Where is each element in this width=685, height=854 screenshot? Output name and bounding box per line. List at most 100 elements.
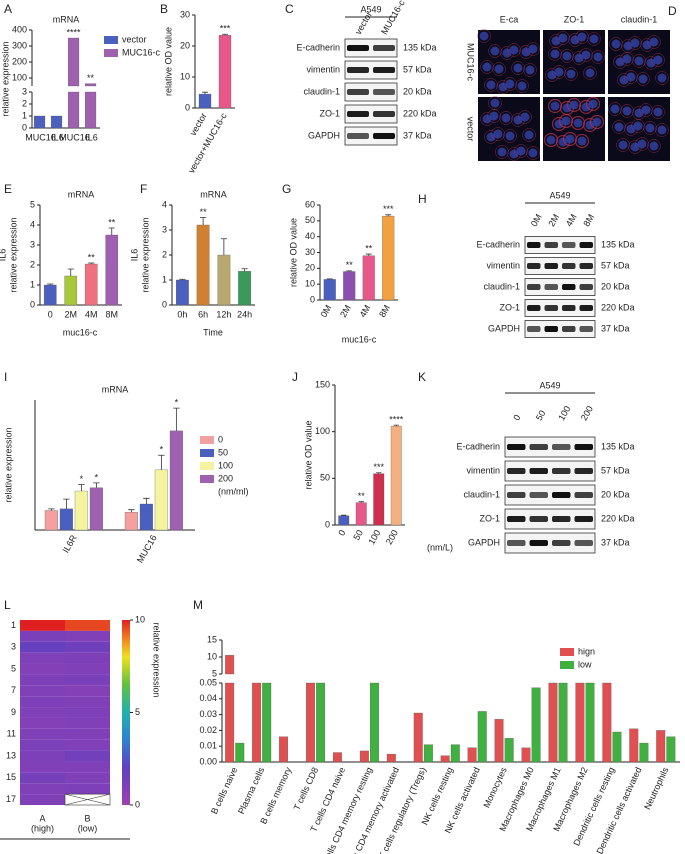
heat-cell xyxy=(65,663,110,675)
membrane-stain xyxy=(631,119,645,133)
nucleus xyxy=(657,73,667,83)
heat-cell xyxy=(20,728,65,740)
bar xyxy=(154,469,168,531)
image-column-label: ZO-1 xyxy=(564,14,585,24)
error-bar xyxy=(200,217,207,225)
heat-cell xyxy=(65,696,110,708)
bar xyxy=(332,752,342,763)
y-tick-label: 0.00 xyxy=(199,756,217,766)
bar xyxy=(656,730,666,763)
column-label: B xyxy=(84,813,90,823)
blot-frame xyxy=(344,82,398,102)
membrane-stain xyxy=(484,78,498,92)
heat-cell xyxy=(20,630,65,642)
nucleus xyxy=(633,121,643,131)
membrane-stain xyxy=(556,31,570,45)
nucleus xyxy=(573,118,583,128)
y-tick-label: 0 xyxy=(162,299,167,309)
column-note: (high) xyxy=(31,823,54,833)
y-tick-label: 0 xyxy=(30,299,35,309)
protein-label: GAPDH xyxy=(308,130,340,140)
nucleus xyxy=(479,31,489,41)
bar xyxy=(362,255,375,301)
y-tick-label: 3 xyxy=(162,224,167,234)
error-bar xyxy=(48,508,55,511)
error-bar xyxy=(128,509,135,513)
size-label: 57 kDa xyxy=(601,260,630,270)
row-label: 15 xyxy=(6,772,16,782)
image-row-label: MUC16-c xyxy=(466,43,476,82)
membrane-stain xyxy=(526,146,540,160)
membrane-stain xyxy=(570,115,586,131)
error-bar xyxy=(222,33,228,36)
y-tick-label: 4 xyxy=(162,199,167,209)
size-label: 37 kDa xyxy=(601,323,630,333)
heat-cell xyxy=(65,772,110,784)
blot-title: A549 xyxy=(360,4,381,14)
membrane-stain xyxy=(574,133,590,149)
nucleus xyxy=(550,49,560,59)
panel-label: F xyxy=(140,182,147,196)
blot-band xyxy=(562,326,576,332)
membrane-stain xyxy=(547,98,563,114)
nucleus xyxy=(562,51,572,61)
nucleus xyxy=(490,46,500,56)
membrane-stain xyxy=(526,42,540,56)
membrane-stain xyxy=(515,79,529,93)
nucleus xyxy=(550,101,560,111)
panel-label: B xyxy=(160,2,168,16)
row-label: 3 xyxy=(11,642,16,652)
significance: * xyxy=(175,398,179,408)
nucleus xyxy=(638,74,648,84)
membrane-stain xyxy=(495,145,509,159)
chart-title: mRNA xyxy=(53,14,80,24)
membrane-stain xyxy=(552,65,566,79)
x-tick-label: 0 xyxy=(48,309,53,319)
membrane-stain xyxy=(562,131,578,147)
nucleus xyxy=(565,134,575,144)
nucleus xyxy=(494,64,504,74)
row-label: 9 xyxy=(11,707,16,717)
significance: * xyxy=(160,445,164,455)
bar xyxy=(225,655,235,675)
x-tick-label: 24h xyxy=(237,309,252,319)
y-tick-label: 15 xyxy=(207,634,217,644)
x-tick-label: 100 xyxy=(366,528,382,546)
blot-frame xyxy=(524,320,596,338)
blot-frame xyxy=(344,104,398,124)
x-tick-label: 200 xyxy=(384,528,400,546)
legend-note: (nm/ml) xyxy=(218,486,249,496)
protein-label: claudin-1 xyxy=(303,86,340,96)
error-bar xyxy=(78,484,85,491)
bar xyxy=(323,279,336,301)
bar xyxy=(629,728,639,763)
blot-band xyxy=(507,468,526,474)
bar xyxy=(440,755,450,763)
x-tick-label: vector+MUC16-c xyxy=(186,111,229,175)
nucleus xyxy=(614,122,624,132)
significance: ** xyxy=(346,260,354,270)
y-axis-label: relative OD value xyxy=(303,420,313,489)
blot-frame xyxy=(524,299,596,317)
nucleus xyxy=(622,54,632,64)
nucleus xyxy=(546,135,556,145)
blot-band xyxy=(527,305,541,311)
blot-band xyxy=(529,516,548,522)
y-tick-label: 0 xyxy=(22,122,27,132)
protein-label: claudin-1 xyxy=(483,281,520,291)
bar xyxy=(639,742,649,763)
y-tick-label: 400 xyxy=(12,24,27,34)
nucleus xyxy=(574,53,584,63)
membrane-stain xyxy=(651,53,665,67)
row-label: 5 xyxy=(11,663,16,673)
y-tick-label: 100 xyxy=(12,72,27,82)
blot-band xyxy=(544,284,558,290)
x-tick-label: vector xyxy=(188,111,209,137)
membrane-stain xyxy=(488,44,502,58)
x-axis-label: Time xyxy=(203,327,223,337)
blot-band xyxy=(562,263,576,269)
membrane-stain xyxy=(655,71,669,85)
membrane-stain xyxy=(499,111,513,125)
y-axis-label: relative expression xyxy=(140,217,150,292)
